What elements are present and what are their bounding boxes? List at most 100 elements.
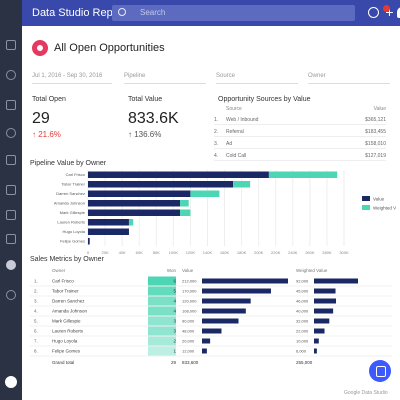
row-won: 3 (173, 329, 176, 334)
row-owner: Tabor Trainer (52, 289, 79, 294)
pipeline-value-chart: 0 20K 40K 60K 80K 100K 120K 140K 160K 180K 200K 220… (54, 170, 396, 255)
row-owner: Felipe Gomes (52, 349, 81, 354)
row-weighted: 46,000 (296, 299, 309, 304)
pipeline-filter[interactable]: Pipeline (124, 70, 206, 84)
settings-icon[interactable] (6, 290, 16, 300)
row-won: 4 (173, 299, 176, 304)
row-weighted: 45,000 (296, 289, 309, 294)
row-value: 212,000 (182, 279, 197, 284)
row-owner: Hugo Loyola (52, 339, 78, 344)
row-weighted: 10,000 (296, 339, 309, 344)
bar-value (88, 190, 191, 197)
row-source: Referral (226, 129, 244, 135)
y-tick-label: Tabor Trainer (61, 182, 85, 187)
bar-value (88, 200, 181, 207)
user-avatar-icon[interactable] (5, 376, 17, 388)
x-tick-label: 260K (305, 250, 315, 255)
kpi-total-open-value: 29 (32, 110, 50, 127)
y-tick-label: Felipe Gomes (60, 239, 85, 244)
people-icon[interactable] (6, 128, 16, 138)
filter-bar: Jul 1, 2016 - Sep 30, 2016 Pipeline Sour… (30, 70, 398, 84)
value-bar (202, 328, 222, 334)
x-tick-label: 280K (322, 250, 332, 255)
value-bar (202, 318, 239, 324)
row-source: Web / Inbound (226, 117, 259, 123)
search-icon (118, 8, 126, 16)
won-heat-cell (148, 346, 176, 356)
row-value: 20,000 (182, 339, 195, 344)
kpi-total-value-value: 833.6K (128, 110, 179, 127)
row-index: 4. (34, 309, 38, 314)
bar-value (88, 219, 129, 226)
list-icon[interactable] (6, 234, 16, 244)
bar-weighted-value (128, 219, 134, 226)
row-weighted: 32,000 (296, 319, 309, 324)
value-bar (202, 308, 246, 314)
row-index: 5. (34, 319, 38, 324)
chart-icon[interactable] (6, 210, 16, 220)
discover-icon[interactable] (6, 70, 16, 80)
column-header: Value (182, 268, 194, 273)
reports-icon[interactable] (6, 100, 16, 110)
sources-header-source: Source (226, 106, 242, 112)
row-value: $127,019 (365, 153, 386, 159)
bar-weighted-value (190, 190, 220, 197)
table-row: 4. Cold Call $127,019 (214, 150, 386, 161)
help-icon[interactable] (368, 7, 379, 18)
row-value: 12,000 (182, 349, 195, 354)
row-weighted: 6,000 (296, 349, 307, 354)
weighted-bar (314, 308, 334, 314)
row-value: 120,000 (182, 299, 197, 304)
row-value: 90,000 (182, 319, 195, 324)
date-range-filter[interactable]: Jul 1, 2016 - Sep 30, 2016 (32, 70, 112, 84)
bar-weighted-value (180, 200, 189, 207)
home-icon[interactable] (6, 40, 16, 50)
x-tick-label: 0 (87, 250, 90, 255)
top-bar: Data Studio Reports Search + (22, 0, 400, 26)
row-value: $183,455 (365, 129, 386, 135)
bar-value (88, 209, 181, 216)
edit-report-button[interactable] (369, 360, 391, 382)
sources-table-title: Opportunity Sources by Value (218, 96, 311, 103)
row-source: Ad (226, 141, 233, 147)
source-filter[interactable]: Source (216, 70, 298, 84)
check-icon[interactable] (6, 185, 16, 195)
won-heat-cell (148, 286, 176, 296)
add-icon[interactable]: + (385, 4, 394, 20)
won-heat-cell (148, 296, 176, 306)
row-owner: Carl Frisco (52, 279, 74, 284)
bar-value (88, 228, 129, 235)
row-won: 5 (173, 289, 176, 294)
x-tick-label: 140K (203, 250, 213, 255)
x-tick-label: 200K (254, 250, 264, 255)
row-won: 3 (173, 319, 176, 324)
search-input[interactable]: Search (112, 5, 355, 21)
bar-value (88, 181, 234, 188)
weighted-bar (314, 328, 325, 334)
row-won: 4 (173, 309, 176, 314)
total-won: 29 (171, 360, 177, 365)
y-tick-label: Darren Sanchez (56, 191, 85, 196)
row-index: 1. (34, 279, 38, 284)
row-weighted: 22,000 (296, 329, 309, 334)
total-weighted: 255,000 (296, 360, 313, 365)
kpi-total-open-label: Total Open (32, 96, 66, 103)
briefcase-icon[interactable] (6, 155, 16, 165)
owner-filter[interactable]: Owner (308, 70, 390, 84)
bar-value (88, 238, 90, 245)
value-bar (202, 288, 271, 294)
y-tick-label: Carl Frisco (66, 172, 86, 177)
row-weighted: 40,000 (296, 309, 309, 314)
y-tick-label: Hugo Loyola (63, 229, 86, 234)
row-owner: Lauren Roberts (52, 329, 84, 334)
weighted-bar (314, 298, 336, 304)
value-bar (202, 278, 288, 284)
bar-weighted-value (180, 209, 191, 216)
column-header: Weighted Value (296, 268, 328, 273)
cloud-icon[interactable] (6, 260, 16, 270)
x-tick-label: 80K (153, 250, 160, 255)
sales-metrics-table: Owner Won Value Weighted Value 1. Carl Frisco… (30, 268, 392, 365)
notifications-icon[interactable] (397, 7, 400, 18)
x-tick-label: 40K (119, 250, 126, 255)
row-won: 2 (173, 339, 176, 344)
